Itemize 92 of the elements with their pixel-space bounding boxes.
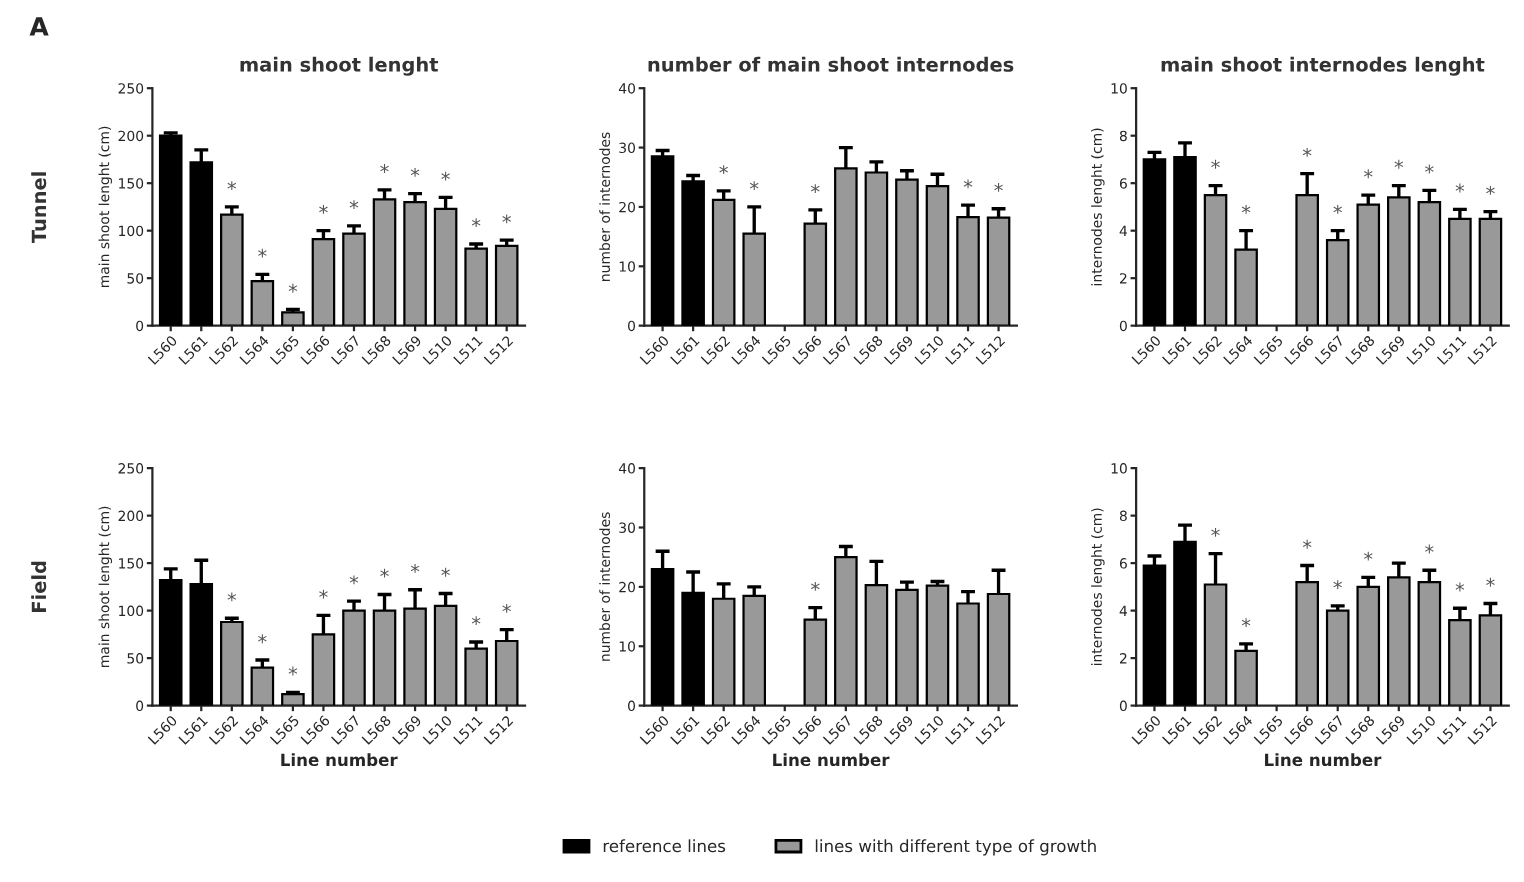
annotation: * <box>441 171 450 181</box>
bar <box>494 639 519 706</box>
annotation: * <box>502 214 511 224</box>
annotation: * <box>719 165 728 175</box>
bar <box>834 556 858 706</box>
chart-title: main shoot lenght <box>240 56 439 76</box>
annotation: * <box>1241 204 1251 214</box>
annotation: * <box>319 204 328 214</box>
bar <box>681 180 705 326</box>
bar <box>895 588 919 706</box>
bar <box>220 620 244 706</box>
bar <box>433 207 458 326</box>
annotation: * <box>1363 169 1373 179</box>
text: Field <box>31 561 47 612</box>
bar <box>1448 217 1472 326</box>
annotation: * <box>258 634 267 644</box>
annotation: * <box>1333 580 1342 589</box>
annotation: * <box>502 603 511 613</box>
annotation: * <box>410 563 420 573</box>
bar <box>281 311 305 326</box>
annotation: * <box>1394 159 1404 169</box>
annotation: * <box>1455 183 1465 193</box>
bar <box>1142 158 1167 326</box>
annotation: * <box>227 181 237 191</box>
annotation: * <box>963 179 973 189</box>
bar <box>250 666 275 706</box>
bar <box>281 693 305 706</box>
chart-title: number of main shoot internodes <box>648 56 1014 72</box>
annotation: * <box>1211 527 1220 537</box>
bar <box>1234 649 1258 706</box>
bar <box>650 155 675 326</box>
x-axis-title: Line number <box>773 753 890 767</box>
text: A <box>29 17 49 36</box>
text: Tunnel <box>31 172 47 244</box>
bar <box>372 198 397 326</box>
bar <box>864 171 889 326</box>
bar <box>494 244 519 326</box>
annotation: * <box>1486 577 1495 587</box>
bar <box>1356 203 1381 326</box>
bar <box>158 134 183 326</box>
annotation: * <box>1486 185 1495 195</box>
annotation: * <box>1302 539 1312 549</box>
annotation: * <box>349 575 359 585</box>
annotation: * <box>811 184 820 194</box>
annotation: * <box>441 567 450 577</box>
annotation: * <box>811 581 820 591</box>
bar <box>403 201 427 326</box>
annotation: * <box>1425 544 1434 554</box>
bar <box>342 232 366 326</box>
annotation: * <box>380 164 389 173</box>
annotation: * <box>1363 551 1373 561</box>
chart-title: main shoot internodes lenght <box>1161 56 1485 76</box>
bar <box>1203 193 1228 326</box>
bar <box>711 198 736 326</box>
annotation: * <box>288 666 298 676</box>
bar <box>311 238 336 326</box>
x-axis-title: Line number <box>281 753 398 767</box>
annotation: * <box>471 218 481 228</box>
bar <box>986 216 1011 326</box>
annotation: * <box>471 616 481 626</box>
bar <box>220 213 244 326</box>
bar <box>1478 217 1503 326</box>
bar <box>464 647 488 706</box>
annotation: * <box>1333 204 1342 214</box>
annotation: * <box>288 283 298 293</box>
annotation: * <box>410 167 420 177</box>
annotation: * <box>258 248 267 258</box>
bar <box>742 594 767 706</box>
legend-label: lines with different type of growth <box>815 839 1096 856</box>
bar <box>464 247 488 326</box>
annotation: * <box>749 181 759 191</box>
bar <box>1325 239 1350 326</box>
bar <box>956 215 980 326</box>
annotation: * <box>1211 159 1220 169</box>
annotation: * <box>349 200 359 210</box>
bar <box>1142 564 1167 706</box>
bar <box>895 178 919 326</box>
bar <box>925 584 950 706</box>
bar <box>342 609 366 706</box>
annotation: * <box>319 589 328 599</box>
bar <box>1325 609 1350 706</box>
annotation: * <box>1425 164 1434 174</box>
annotation: * <box>1241 618 1251 627</box>
annotation: * <box>1302 147 1312 157</box>
annotation: * <box>1455 582 1465 592</box>
legend-label: reference lines <box>603 839 726 853</box>
x-axis-title: Line number <box>1265 753 1382 767</box>
bar <box>1356 585 1381 706</box>
annotation: * <box>227 592 237 602</box>
annotation: * <box>994 182 1003 192</box>
annotation: * <box>380 568 389 578</box>
bar <box>250 279 275 326</box>
